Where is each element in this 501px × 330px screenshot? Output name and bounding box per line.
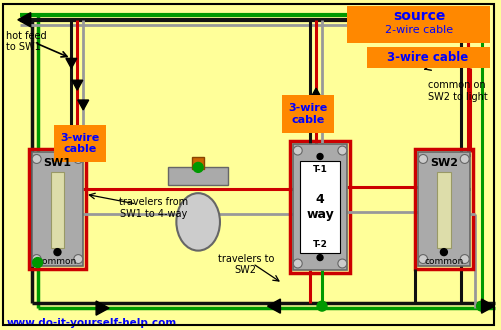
Bar	[414, 149, 472, 269]
Circle shape	[293, 146, 302, 155]
Bar	[299, 161, 340, 252]
Circle shape	[418, 154, 427, 163]
Bar	[292, 144, 347, 271]
Text: 3-wire cable: 3-wire cable	[387, 51, 468, 64]
Polygon shape	[18, 13, 31, 27]
Text: 4
way: 4 way	[306, 193, 333, 221]
Bar	[29, 149, 86, 269]
Circle shape	[337, 146, 346, 155]
Circle shape	[459, 254, 468, 264]
Bar	[417, 152, 469, 266]
Text: SW1: SW1	[44, 158, 71, 168]
Bar	[32, 152, 83, 266]
Bar	[55, 125, 106, 162]
Text: common: common	[423, 256, 462, 266]
Circle shape	[74, 254, 83, 264]
Text: T-2: T-2	[312, 240, 327, 249]
Text: common: common	[38, 256, 77, 266]
Text: T-1: T-1	[312, 165, 327, 174]
Polygon shape	[78, 100, 89, 110]
Polygon shape	[96, 301, 109, 315]
Circle shape	[32, 154, 41, 163]
Circle shape	[439, 248, 446, 255]
Text: 2-wire cable: 2-wire cable	[384, 25, 452, 35]
Text: common on
SW2 to light: common on SW2 to light	[427, 80, 487, 102]
Text: SW2: SW2	[429, 158, 457, 168]
Circle shape	[475, 301, 485, 311]
Bar	[436, 172, 450, 248]
Text: source: source	[392, 9, 444, 23]
Circle shape	[32, 254, 41, 264]
Text: www.do-it-yourself-help.com: www.do-it-yourself-help.com	[7, 318, 177, 328]
Circle shape	[317, 153, 322, 159]
Bar	[168, 167, 227, 185]
Polygon shape	[310, 88, 322, 99]
Bar	[346, 6, 489, 43]
Bar	[366, 47, 489, 68]
Circle shape	[54, 248, 61, 255]
Ellipse shape	[176, 193, 219, 250]
Circle shape	[293, 259, 302, 268]
Circle shape	[317, 301, 326, 311]
Circle shape	[418, 254, 427, 264]
Circle shape	[33, 257, 43, 268]
Circle shape	[193, 162, 203, 172]
Circle shape	[337, 259, 346, 268]
Text: 3-wire
cable: 3-wire cable	[61, 133, 100, 154]
Polygon shape	[480, 299, 493, 313]
Bar	[51, 172, 64, 248]
Bar	[282, 95, 333, 133]
Bar	[192, 157, 204, 169]
Circle shape	[74, 154, 83, 163]
Polygon shape	[66, 58, 77, 68]
Polygon shape	[267, 299, 280, 313]
Text: travelers to
SW2: travelers to SW2	[217, 253, 274, 275]
Bar	[289, 141, 350, 274]
Text: travelers from
SW1 to 4-way: travelers from SW1 to 4-way	[119, 197, 188, 219]
Circle shape	[459, 154, 468, 163]
Text: 3-wire
cable: 3-wire cable	[288, 103, 327, 125]
Circle shape	[317, 254, 322, 261]
Polygon shape	[72, 80, 83, 90]
Text: hot feed
to SW1: hot feed to SW1	[6, 31, 47, 52]
